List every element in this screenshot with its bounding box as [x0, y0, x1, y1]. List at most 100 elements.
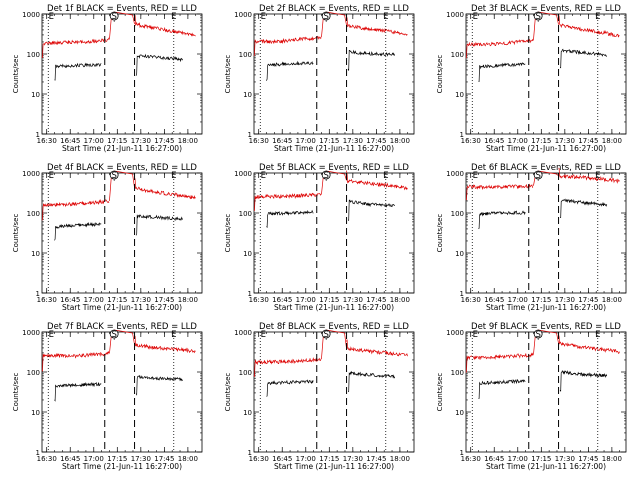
marker-label: E	[383, 330, 388, 340]
lld-series-line	[41, 198, 110, 221]
y-tick-label: 1	[36, 290, 40, 298]
events-series-line	[266, 209, 314, 229]
events-series-line	[54, 221, 102, 241]
marker-s-circle	[533, 170, 543, 180]
marker-s-circle	[109, 170, 119, 180]
lld-series-line	[558, 334, 620, 354]
x-tick-label: 17:45	[578, 137, 598, 145]
marker-s-circle	[321, 329, 331, 339]
x-tick-label: 16:30	[461, 296, 481, 304]
x-tick-label: 18:00	[178, 455, 198, 463]
lld-series-line	[134, 335, 196, 354]
marker-label: S	[323, 330, 328, 340]
x-tick-label: 16:30	[461, 137, 481, 145]
plot-frame	[253, 13, 415, 135]
y-tick-label: 1000	[234, 11, 252, 19]
x-tick-label: 17:15	[531, 455, 551, 463]
x-tick-label: 17:45	[366, 137, 386, 145]
y-tick-label: 10	[455, 409, 464, 417]
x-tick-label: 17:15	[531, 296, 551, 304]
plot-frame	[253, 331, 415, 453]
panel-title: Det 5f BLACK = Events, RED = LLD	[259, 163, 409, 173]
y-tick-label: 100	[27, 210, 40, 218]
plot-frame	[465, 172, 627, 294]
y-axis-label: Counts/sec	[224, 373, 232, 412]
panel-title: Det 2f BLACK = Events, RED = LLD	[259, 4, 409, 14]
x-tick-label: 16:45	[272, 296, 292, 304]
y-tick-label: 1	[248, 449, 252, 457]
panel-title: Det 8f BLACK = Events, RED = LLD	[259, 322, 409, 332]
x-tick-label: 17:15	[531, 137, 551, 145]
x-tick-label: 17:15	[107, 455, 127, 463]
marker-label: E	[171, 12, 176, 22]
x-tick-label: 16:30	[249, 296, 269, 304]
x-tick-label: 17:00	[296, 137, 316, 145]
x-tick-label: 17:15	[107, 137, 127, 145]
x-tick-label: 17:00	[296, 455, 316, 463]
x-tick-label: 16:45	[272, 137, 292, 145]
x-tick-label: 16:30	[37, 137, 57, 145]
y-axis-label: Counts/sec	[12, 214, 20, 253]
events-series-line	[559, 370, 608, 392]
marker-s-circle	[321, 11, 331, 21]
x-axis-label: Start Time (21-Jun-11 16:27:00)	[486, 462, 606, 471]
lld-series-line	[558, 15, 620, 38]
marker-s-circle	[533, 11, 543, 21]
x-axis-label: Start Time (21-Jun-11 16:27:00)	[62, 144, 182, 153]
marker-label: E	[171, 330, 176, 340]
events-series-line	[266, 60, 314, 81]
lld-series-line	[346, 339, 408, 357]
x-tick-label: 18:00	[390, 137, 410, 145]
panel-title: Det 4f BLACK = Events, RED = LLD	[47, 163, 197, 173]
panel-title: Det 1f BLACK = Events, RED = LLD	[47, 4, 197, 14]
y-tick-label: 100	[451, 369, 464, 377]
x-tick-label: 16:45	[60, 137, 80, 145]
panel-title: Det 7f BLACK = Events, RED = LLD	[47, 322, 197, 332]
x-tick-label: 17:15	[107, 296, 127, 304]
x-tick-label: 18:00	[390, 455, 410, 463]
marker-label: E	[595, 330, 600, 340]
x-tick-label: 16:30	[249, 455, 269, 463]
x-tick-label: 16:30	[37, 455, 57, 463]
lld-series-line	[346, 170, 408, 191]
plot-frame	[465, 13, 627, 135]
x-tick-label: 17:45	[366, 296, 386, 304]
marker-label: E	[595, 171, 600, 181]
panel-title: Det 9f BLACK = Events, RED = LLD	[471, 322, 621, 332]
marker-label: E	[383, 171, 388, 181]
x-tick-label: 17:00	[508, 137, 528, 145]
marker-label: E	[261, 330, 266, 340]
x-axis-label: Start Time (21-Jun-11 16:27:00)	[274, 144, 394, 153]
x-axis-label: Start Time (21-Jun-11 16:27:00)	[62, 303, 182, 312]
panel-det-6: Det 6f BLACK = Events, RED = LLD 1 10 100 10…	[436, 163, 627, 312]
y-tick-label: 10	[31, 91, 40, 99]
x-tick-label: 16:45	[60, 296, 80, 304]
x-tick-label: 17:30	[131, 296, 151, 304]
panel-det-7: Det 7f BLACK = Events, RED = LLD 1 10 100 10…	[12, 322, 203, 471]
y-tick-label: 100	[451, 210, 464, 218]
y-tick-label: 10	[31, 409, 40, 417]
y-tick-label: 10	[31, 250, 40, 258]
x-tick-label: 16:30	[249, 137, 269, 145]
x-tick-label: 16:30	[461, 455, 481, 463]
y-tick-label: 1000	[446, 170, 464, 178]
events-series-line	[54, 62, 102, 81]
x-tick-label: 16:45	[60, 455, 80, 463]
lld-series-line	[134, 14, 196, 37]
plot-frame	[41, 13, 203, 135]
x-tick-label: 17:00	[508, 455, 528, 463]
y-tick-label: 1	[36, 131, 40, 139]
y-axis-label: Counts/sec	[12, 373, 20, 412]
events-series-line	[560, 198, 608, 219]
y-tick-label: 1000	[446, 329, 464, 337]
x-tick-label: 18:00	[602, 296, 622, 304]
x-tick-label: 17:45	[578, 455, 598, 463]
x-tick-label: 17:45	[154, 296, 174, 304]
events-series-line	[347, 370, 396, 393]
events-series-line	[135, 374, 183, 396]
x-tick-label: 18:00	[178, 137, 198, 145]
lld-series-line	[41, 350, 110, 372]
panel-det-9: Det 9f BLACK = Events, RED = LLD 1 10 100 10…	[436, 322, 627, 471]
x-tick-label: 18:00	[602, 137, 622, 145]
